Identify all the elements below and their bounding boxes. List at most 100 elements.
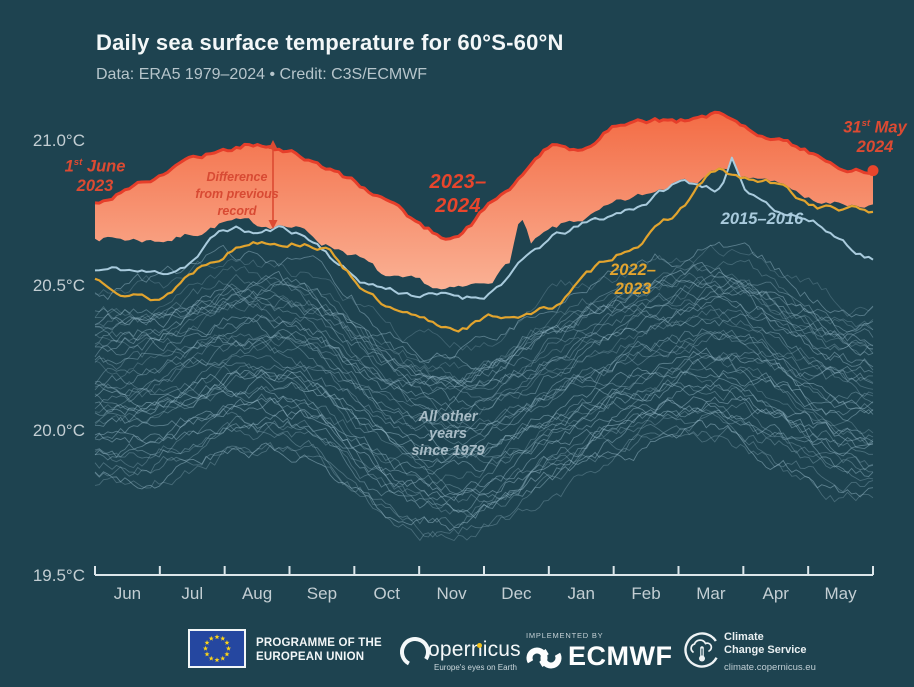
annotation-end-date: 31st May 2024 xyxy=(843,118,907,156)
other-year-line xyxy=(94,397,874,498)
eu-star xyxy=(224,651,230,657)
other-year-line xyxy=(94,333,874,446)
other-year-line xyxy=(94,343,874,435)
climate-service-label: Climate Change Service xyxy=(724,631,807,656)
y-tick-label: 20.0°C xyxy=(33,421,85,440)
implemented-by-label: IMPLEMENTED BY xyxy=(526,631,604,640)
eu-star xyxy=(204,640,210,645)
climate-change-service-logo: Climate Change Service climate.copernicu… xyxy=(683,626,883,682)
other-year-line xyxy=(94,310,874,411)
climate-service-url: climate.copernicus.eu xyxy=(724,662,816,673)
x-tick-label: Sep xyxy=(307,584,337,603)
x-tick-label: Mar xyxy=(696,584,726,603)
copernicus-crescent-icon xyxy=(400,637,430,667)
other-year-line xyxy=(94,329,874,433)
other-year-line xyxy=(94,276,874,388)
eu-flag-icon xyxy=(188,629,246,668)
label-other-years: All other years since 1979 xyxy=(411,409,485,460)
eu-star xyxy=(202,645,209,651)
other-year-line xyxy=(94,329,874,435)
page-title: Daily sea surface temperature for 60°S-6… xyxy=(96,30,564,55)
difference-arrow xyxy=(268,140,278,229)
other-year-line xyxy=(94,265,874,371)
eu-star xyxy=(208,635,214,641)
other-year-line xyxy=(94,401,874,509)
x-tick-label: Jun xyxy=(114,584,141,603)
x-tick-label: Dec xyxy=(501,584,532,603)
other-year-line xyxy=(94,395,874,502)
other-year-line xyxy=(94,277,874,372)
eu-star xyxy=(220,635,226,641)
other-year-line xyxy=(94,315,874,429)
label-series-2015-2016: 2015–2016 xyxy=(720,210,804,228)
eu-star xyxy=(208,655,214,661)
other-year-line xyxy=(94,271,874,382)
end-point-dot xyxy=(867,165,879,177)
other-year-line xyxy=(94,261,874,388)
climate-service-icon xyxy=(684,632,720,668)
other-year-line xyxy=(94,287,874,388)
x-tick-label: Jul xyxy=(181,584,203,603)
footer: PROGRAMME OF THE EUROPEAN UNION opernicu… xyxy=(0,624,914,684)
other-year-line xyxy=(94,353,874,469)
record-difference-band xyxy=(95,112,873,290)
eu-programme-label: PROGRAMME OF THE EUROPEAN UNION xyxy=(256,637,382,663)
other-year-line xyxy=(94,295,874,422)
other-year-line xyxy=(94,377,874,475)
other-year-line xyxy=(94,379,873,492)
other-year-line xyxy=(94,425,874,542)
other-year-line xyxy=(94,371,874,482)
eu-star xyxy=(224,640,230,645)
other-year-line xyxy=(94,419,874,532)
copernicus-tagline: Europe's eyes on Earth xyxy=(434,663,517,672)
x-tick-label: Feb xyxy=(631,584,660,603)
label-series-2023-2024: 2023–2024 xyxy=(429,171,487,217)
end-day: 31 xyxy=(843,118,862,137)
other-year-line xyxy=(94,402,874,513)
line-2023-2024 xyxy=(94,110,874,241)
x-tick-label: May xyxy=(825,584,858,603)
x-tick-label: Aug xyxy=(242,584,272,603)
other-year-line xyxy=(94,298,874,401)
other-year-line xyxy=(94,432,874,542)
start-month: June xyxy=(86,157,126,176)
other-year-line xyxy=(94,289,874,414)
other-year-line xyxy=(94,410,873,528)
eu-star xyxy=(214,634,220,640)
start-year: 2023 xyxy=(76,176,114,195)
eu-star xyxy=(204,651,210,657)
other-year-line xyxy=(94,351,874,456)
end-month: May xyxy=(874,118,907,137)
line-2015-2016 xyxy=(94,156,874,300)
x-tick-label: Nov xyxy=(436,584,467,603)
other-year-line xyxy=(94,259,874,385)
eu-star xyxy=(220,655,226,661)
other-year-line xyxy=(94,279,874,391)
annotation-start-date: 1st June 2023 xyxy=(64,157,126,195)
copernicus-logo: opernicus Europe's eyes on Earth xyxy=(398,630,521,678)
other-year-line xyxy=(94,369,874,464)
ecmwf-icon xyxy=(526,647,562,669)
x-tick-label: Jan xyxy=(568,584,595,603)
copernicus-yellow-dot xyxy=(477,643,482,648)
copernicus-name: opernicus xyxy=(428,638,521,661)
other-year-line xyxy=(94,358,874,459)
other-year-line xyxy=(94,347,874,456)
y-tick-label: 21.0°C xyxy=(33,131,85,150)
y-tick-label: 19.5°C xyxy=(33,566,85,585)
ecmwf-name: ECMWF xyxy=(568,641,673,671)
x-tick-label: Apr xyxy=(763,584,790,603)
label-series-2022-2023: 2022–2023 xyxy=(610,261,656,299)
eu-star xyxy=(214,657,220,663)
other-year-line xyxy=(94,241,874,364)
other-year-line xyxy=(94,357,874,468)
other-year-line xyxy=(94,309,874,415)
other-year-line xyxy=(94,409,874,516)
start-day: 1 xyxy=(64,157,74,176)
other-year-line xyxy=(94,263,873,390)
end-year: 2024 xyxy=(856,137,894,156)
ecmwf-logo: IMPLEMENTED BY ECMWF xyxy=(524,628,674,680)
other-year-line xyxy=(94,244,874,351)
